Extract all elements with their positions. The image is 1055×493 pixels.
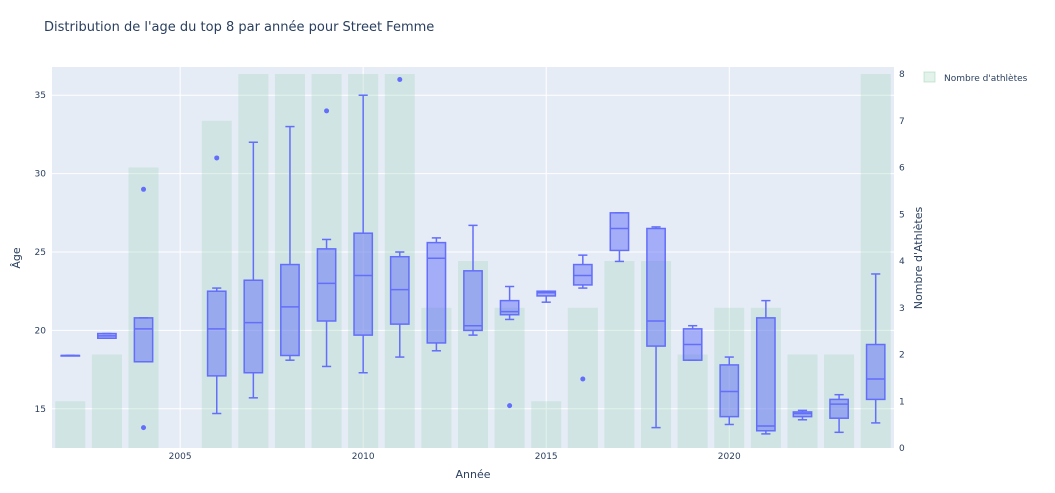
outlier-point xyxy=(507,403,513,409)
box-2002 xyxy=(60,354,81,357)
outlier-point xyxy=(214,155,220,161)
legend[interactable]: Nombre d'athlètes xyxy=(923,71,1028,84)
y-tick-label: 20 xyxy=(35,326,47,336)
y2-tick-label: 1 xyxy=(899,397,905,407)
count-bar-2022 xyxy=(787,354,818,448)
box-2013 xyxy=(463,224,483,336)
iqr-box xyxy=(280,263,300,357)
box-2016 xyxy=(572,254,593,382)
y-tick-label: 30 xyxy=(35,170,47,180)
y-tick-label: 25 xyxy=(35,248,46,258)
iqr-box xyxy=(389,255,410,325)
iqr-box xyxy=(353,232,374,336)
box-2019 xyxy=(682,324,703,361)
count-bar-2019 xyxy=(677,354,708,448)
box-2024 xyxy=(865,273,886,424)
box-2004 xyxy=(133,186,154,431)
iqr-box xyxy=(243,279,264,374)
iqr-box xyxy=(426,241,447,344)
box-2008 xyxy=(280,125,300,361)
y2-tick-label: 6 xyxy=(899,164,905,174)
chart-title: Distribution de l'age du top 8 par année… xyxy=(44,20,434,35)
y2-axis-label: Nombre d'Athlètes xyxy=(912,207,925,310)
y2-tick-label: 8 xyxy=(899,70,905,80)
box-2021 xyxy=(755,299,776,435)
y2-tick-label: 4 xyxy=(899,257,905,267)
y-axis-label: Âge xyxy=(10,247,23,269)
iqr-box xyxy=(609,212,630,252)
iqr-box xyxy=(792,411,813,418)
iqr-box xyxy=(646,227,666,347)
outlier-point xyxy=(397,77,403,83)
count-bar-2014 xyxy=(494,307,525,448)
axes: 2005 2010 2015 2020 15 20 25 30 35 0 1 2 3 4 5 6 7 8 xyxy=(35,70,905,462)
box-2014 xyxy=(499,285,520,409)
box-2023 xyxy=(829,393,849,434)
legend-label: Nombre d'athlètes xyxy=(944,73,1028,84)
age-boxes xyxy=(60,77,886,435)
y2-tick-label: 2 xyxy=(899,351,905,361)
iqr-box xyxy=(719,364,740,418)
box-2015 xyxy=(536,290,557,303)
iqr-box xyxy=(755,317,776,432)
y2-tick-label: 7 xyxy=(899,117,905,127)
count-bar-2004 xyxy=(128,167,159,448)
iqr-box xyxy=(572,263,593,286)
box-2017 xyxy=(609,212,630,263)
count-bar-2015 xyxy=(531,401,562,448)
iqr-box xyxy=(316,248,337,322)
y2-tick-label: 0 xyxy=(899,444,905,454)
iqr-box xyxy=(133,317,154,363)
iqr-box xyxy=(206,290,227,377)
x-tick-label: 2010 xyxy=(352,452,375,462)
box-2011 xyxy=(389,77,410,358)
iqr-box xyxy=(499,299,520,316)
outlier-point xyxy=(580,376,586,382)
iqr-box xyxy=(463,270,483,332)
legend-swatch xyxy=(923,71,936,83)
outlier-point xyxy=(141,186,147,192)
box-2018 xyxy=(646,226,666,429)
count-bar-2002 xyxy=(55,401,86,448)
box-2022 xyxy=(792,409,813,421)
x-tick-label: 2020 xyxy=(718,452,741,462)
count-bar-2017 xyxy=(604,261,635,448)
box-2007 xyxy=(243,141,264,399)
outlier-point xyxy=(141,425,147,431)
x-tick-label: 2005 xyxy=(169,452,192,462)
box-2020 xyxy=(719,356,740,426)
box-2003 xyxy=(97,332,117,339)
x-axis-label: Année xyxy=(455,468,490,481)
y-tick-label: 35 xyxy=(35,91,46,101)
y2-tick-label: 5 xyxy=(899,210,905,220)
x-tick-label: 2015 xyxy=(535,452,558,462)
box-2010 xyxy=(353,94,374,374)
iqr-box xyxy=(536,290,557,297)
iqr-box xyxy=(829,398,849,419)
y2-tick-label: 3 xyxy=(899,304,905,314)
box-2012 xyxy=(426,237,447,352)
count-bar-2003 xyxy=(91,354,122,448)
y-tick-label: 15 xyxy=(35,405,46,415)
box-2006 xyxy=(206,155,227,415)
iqr-box xyxy=(865,343,886,401)
box-2009 xyxy=(316,108,337,368)
outlier-point xyxy=(324,108,330,114)
